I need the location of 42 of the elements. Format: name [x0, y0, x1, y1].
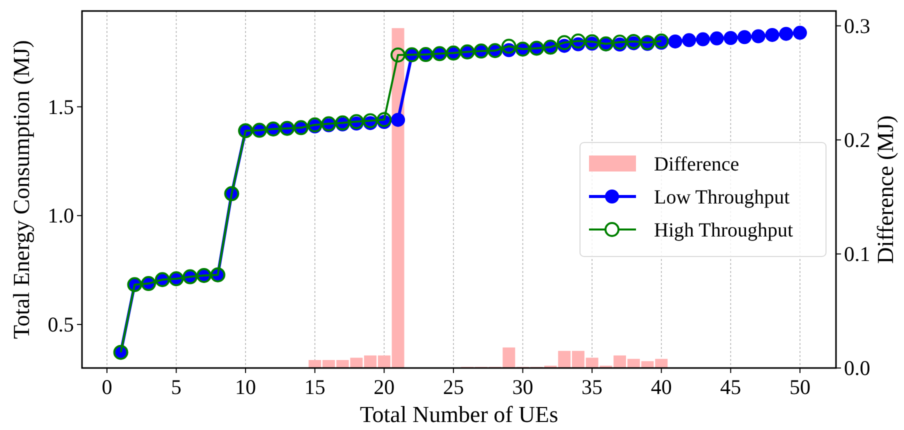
point: [556, 35, 572, 50]
y2-axis-title: Difference (MJ): [873, 115, 898, 264]
y-tick-label: 0.5: [48, 312, 74, 336]
x-tick-label: 15: [304, 375, 326, 399]
y-tick-label: 1.0: [48, 204, 74, 228]
point: [710, 31, 724, 46]
x-tick-label: 50: [789, 375, 810, 399]
point: [391, 112, 406, 127]
legend-label: High Throughput: [654, 220, 794, 242]
y-axis-title: Total Energy Consumption (MJ): [9, 40, 34, 339]
point: [696, 32, 710, 46]
y2-tick-label: 0.2: [844, 128, 870, 152]
point: [751, 29, 766, 44]
point: [738, 30, 752, 44]
x-tick-label: 25: [442, 375, 464, 399]
x-tick-label: 10: [235, 375, 256, 399]
point: [362, 113, 378, 128]
legend-label: Low Throughput: [654, 186, 790, 208]
point: [376, 112, 392, 128]
x-tick-label: 35: [582, 375, 603, 399]
x-tick-label: 5: [171, 375, 182, 399]
y-tick-label: 1.5: [48, 94, 74, 119]
point: [390, 47, 406, 62]
point: [501, 38, 516, 54]
y2-tick-label: 0.0: [844, 356, 870, 380]
legend-label: Difference: [654, 154, 740, 176]
point: [668, 34, 682, 48]
x-axis-title: Total Number of UEs: [360, 402, 558, 427]
x-tick-label: 0: [102, 375, 112, 399]
point: [682, 33, 696, 48]
point: [612, 34, 628, 50]
y2-tick-label: 0.1: [844, 242, 870, 266]
y2-tick-label: 0.3: [844, 14, 870, 38]
point: [765, 28, 780, 42]
point: [570, 34, 586, 49]
x-tick-label: 30: [512, 375, 534, 399]
x-tick-label: 40: [650, 375, 672, 399]
x-tick-label: 20: [374, 375, 395, 399]
x-tick-label: 45: [720, 375, 742, 399]
point: [724, 30, 738, 45]
point: [779, 26, 794, 41]
point: [792, 26, 807, 40]
